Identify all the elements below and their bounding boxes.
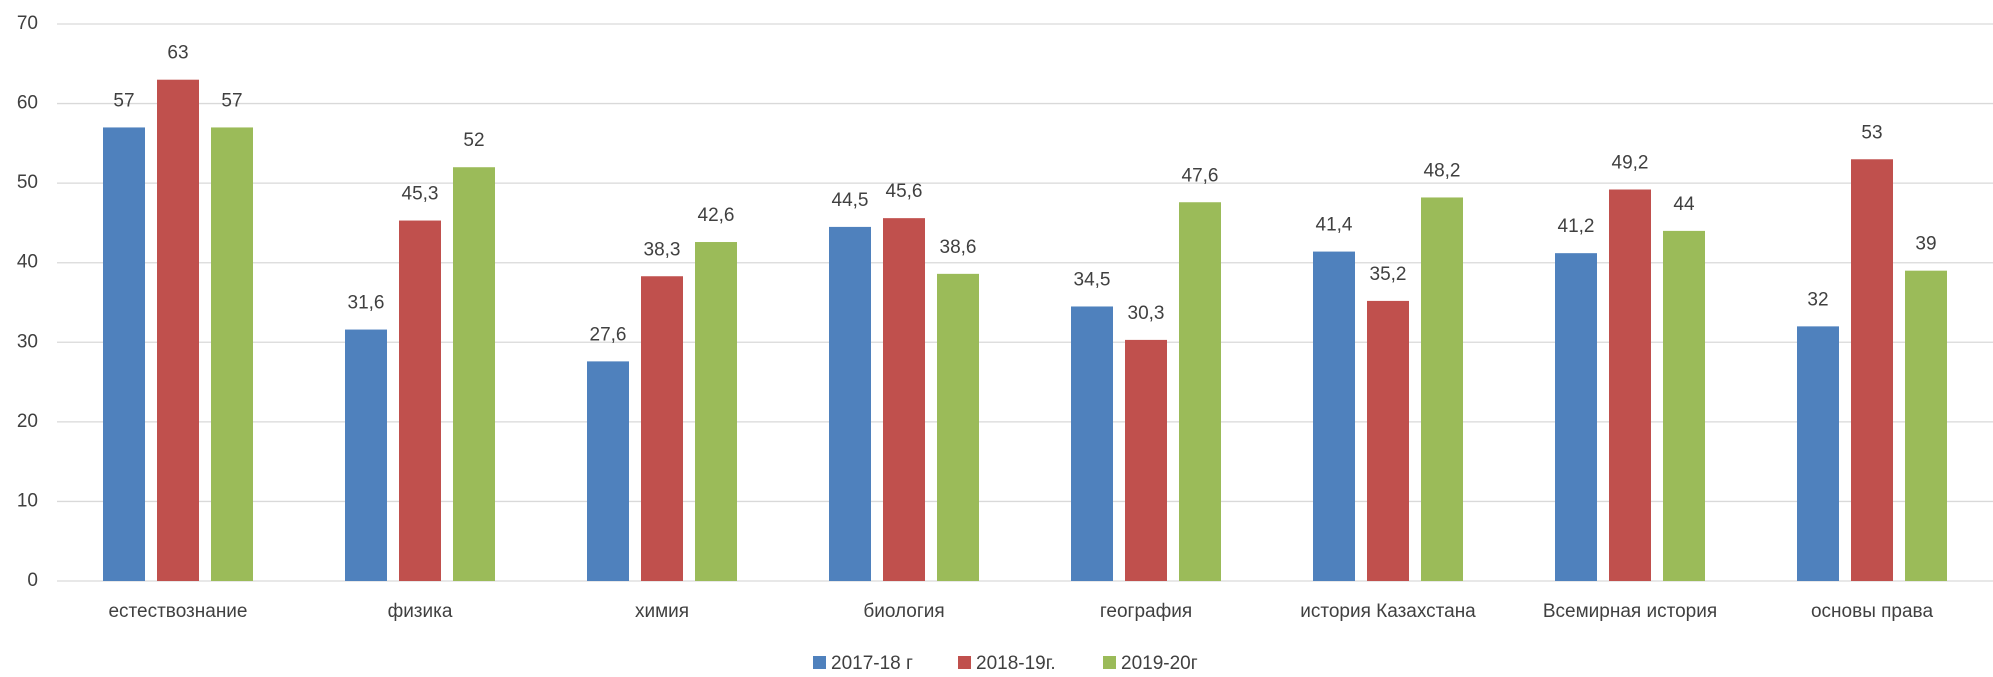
data-label: 49,2 (1612, 153, 1649, 174)
bar (695, 242, 737, 582)
bar (399, 220, 441, 581)
x-tick-label: Всемирная история (1543, 601, 1717, 622)
data-label: 47,6 (1182, 165, 1219, 186)
bar (1663, 230, 1705, 581)
bar (641, 276, 683, 581)
data-label: 34,5 (1074, 269, 1111, 290)
bar (345, 329, 387, 581)
data-label: 41,2 (1558, 216, 1595, 237)
data-label: 44,5 (832, 190, 869, 211)
legend-swatch (958, 656, 971, 669)
x-tick-label: основы права (1811, 601, 1933, 622)
bar (211, 127, 253, 581)
data-label: 45,3 (402, 184, 439, 205)
bar (1367, 300, 1409, 581)
bar (1313, 251, 1355, 581)
legend-label: 2019-20г (1121, 653, 1198, 674)
data-label: 45,6 (886, 181, 923, 202)
bar (1179, 202, 1221, 582)
data-label: 44 (1673, 194, 1695, 215)
data-label: 35,2 (1370, 264, 1407, 285)
data-label: 39 (1915, 234, 1936, 255)
y-tick-label: 60 (17, 93, 38, 114)
data-label: 41,4 (1316, 215, 1353, 236)
y-tick-label: 20 (17, 411, 38, 432)
data-label: 53 (1861, 122, 1882, 143)
x-tick-label: естествознание (108, 601, 247, 622)
x-tick-label: география (1100, 601, 1192, 622)
bar (103, 127, 145, 581)
bar (1609, 189, 1651, 581)
data-label: 32 (1807, 289, 1828, 310)
bar (157, 79, 199, 581)
legend-swatch (813, 656, 826, 669)
x-tick-label: биология (863, 601, 944, 622)
x-tick-label: история Казахстана (1300, 601, 1476, 622)
y-tick-label: 0 (27, 570, 38, 591)
data-label: 38,3 (644, 239, 681, 260)
x-tick-label: физика (388, 601, 453, 622)
data-label: 27,6 (590, 324, 627, 345)
bar (883, 218, 925, 581)
legend-label: 2018-19г. (976, 653, 1056, 674)
legend-swatch (1103, 656, 1116, 669)
data-label: 52 (463, 130, 484, 151)
data-label: 42,6 (698, 205, 735, 226)
y-tick-label: 50 (17, 172, 38, 193)
bar (1421, 197, 1463, 582)
legend-label: 2017-18 г (831, 653, 913, 674)
data-label: 38,6 (940, 237, 977, 258)
data-label: 31,6 (348, 293, 385, 314)
data-label: 57 (221, 90, 242, 111)
data-label: 63 (167, 43, 188, 64)
data-label: 57 (113, 90, 134, 111)
y-tick-label: 30 (17, 331, 38, 352)
bar (1797, 326, 1839, 581)
bar (1905, 270, 1947, 581)
bar (1071, 306, 1113, 581)
bar (937, 273, 979, 581)
y-tick-label: 70 (17, 13, 38, 34)
bar (587, 361, 629, 581)
bar (453, 167, 495, 581)
bar (1125, 339, 1167, 581)
bar (1555, 253, 1597, 581)
bar (829, 226, 871, 581)
x-tick-label: химия (635, 601, 689, 622)
y-tick-label: 40 (17, 252, 38, 273)
y-tick-label: 10 (17, 490, 38, 511)
bar (1851, 159, 1893, 581)
data-label: 48,2 (1424, 160, 1461, 181)
data-label: 30,3 (1128, 303, 1165, 324)
